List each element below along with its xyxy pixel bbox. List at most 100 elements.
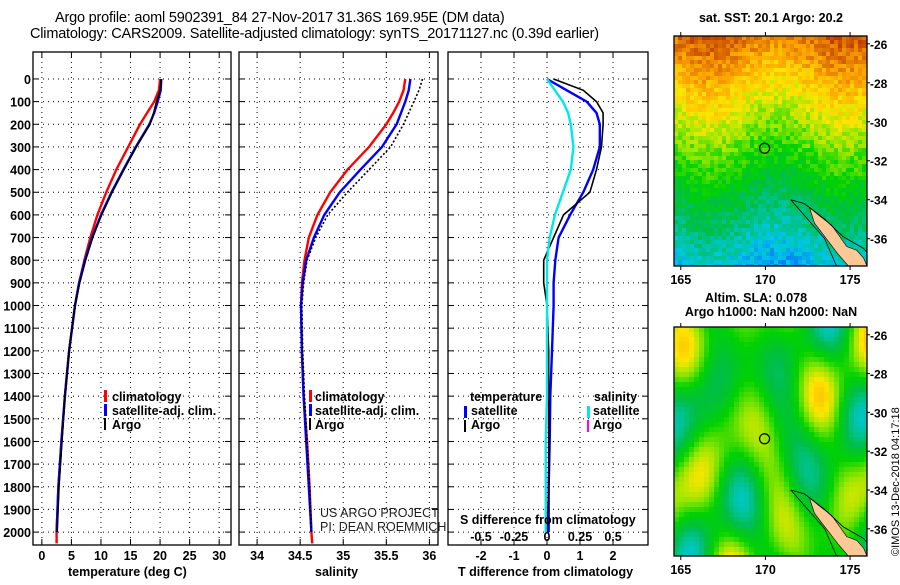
legend-swatch-s-satellite (587, 406, 590, 418)
title-line-1: Argo profile: aoml 5902391_84 27-Nov-201… (55, 10, 504, 26)
lat-tick-label: -26 (870, 38, 888, 52)
project-credit: US ARGO PROJECT (320, 506, 439, 520)
x-tick-label: 30 (212, 549, 226, 563)
legend-satellite: satellite-adj. clim. (112, 404, 216, 418)
x-tick-label: 1 (577, 549, 584, 563)
lat-tick-label: -28 (870, 368, 888, 382)
x-tick-label: -2 (475, 549, 486, 563)
y-tick-label: 800 (10, 254, 31, 268)
legend-swatch-s-argo (587, 420, 589, 432)
y-tick-label: 400 (10, 164, 31, 178)
y-tick-label: 1500 (3, 413, 31, 427)
imos-credit: ©IMOS 13-Dec-2018 04:17:18 (890, 407, 900, 556)
lon-tick-label: 170 (755, 273, 776, 287)
salinity-xlabel: salinity (315, 565, 358, 579)
y-tick-label: 2000 (3, 526, 31, 540)
x-tick-label: 0 (38, 549, 45, 563)
x-tick-label: 35 (336, 549, 350, 563)
y-tick-label: 1900 (3, 503, 31, 517)
y-tick-label: 1100 (4, 322, 31, 336)
x-tick-label: 15 (124, 549, 138, 563)
lon-tick-label: 165 (670, 563, 691, 577)
pi-credit: PI: DEAN ROEMMICH (320, 520, 446, 534)
title-line-2: Climatology: CARS2009. Satellite-adjuste… (30, 26, 599, 42)
temperature-panel: 0100200300400500600700800900100011001200… (3, 52, 231, 563)
lat-tick-label: -30 (870, 406, 888, 420)
legend-satellite: satellite-adj. clim. (315, 404, 419, 418)
series-satellite-adj-clim- (301, 79, 410, 532)
legend-swatch-t-satellite (464, 406, 467, 418)
legend-argo: Argo (315, 418, 345, 432)
legend-swatch-argo (104, 418, 106, 430)
series-argo (57, 79, 161, 532)
lat-tick-label: -36 (870, 523, 888, 537)
y-tick-label: 1000 (3, 300, 31, 314)
x-tick-label: 5 (68, 549, 75, 563)
lat-tick-label: -28 (870, 77, 888, 91)
y-tick-label: 300 (10, 141, 31, 155)
plot-frame (33, 52, 231, 545)
x-tick-label: 35.5 (374, 549, 398, 563)
y-tick-label: 0 (24, 73, 31, 87)
x2-tick-label: -0.25 (500, 530, 529, 544)
lat-tick-label: -26 (870, 329, 888, 343)
lon-tick-label: 170 (755, 563, 776, 577)
x2-tick-label: 0.5 (604, 530, 621, 544)
y-tick-label: 200 (10, 118, 31, 132)
plot-frame (239, 52, 438, 545)
difference-legend-salinity: salinity satellite Argo (587, 390, 640, 432)
sst-map-title: sat. SST: 20.1 Argo: 20.2 (699, 11, 843, 25)
difference-legend-temperature: temperature satellite Argo (464, 390, 542, 432)
lat-tick-label: -32 (870, 155, 888, 169)
y-tick-label: 1800 (3, 481, 31, 495)
x-tick-label: 2 (610, 549, 617, 563)
legend-swatch-satellite (309, 404, 312, 416)
x-tick-label: 25 (183, 549, 197, 563)
lat-tick-label: -36 (870, 233, 888, 247)
legend-temperature-title: temperature (470, 390, 542, 404)
legend-swatch-climatology (104, 390, 107, 402)
y-tick-label: 700 (10, 232, 31, 246)
legend-s-satellite: satellite (593, 404, 640, 418)
legend-climatology: climatology (112, 390, 182, 404)
legend-s-argo: Argo (593, 418, 623, 432)
y-tick-label: 1200 (3, 345, 31, 359)
y-tick-label: 100 (10, 96, 31, 110)
x2-tick-label: 0.25 (568, 530, 592, 544)
tdiff-xlabel: T difference from climatology (458, 565, 633, 579)
legend-t-argo: Argo (471, 418, 501, 432)
sdiff-xlabel: S difference from climatology (460, 513, 636, 527)
x-tick-label: 20 (153, 549, 167, 563)
lon-tick-label: 175 (840, 273, 861, 287)
legend-swatch-climatology (309, 390, 312, 402)
sla-map: -26 -28 -30 -32 -34 -36 165 170 175 (670, 323, 887, 577)
series-climatology (57, 79, 161, 543)
y-tick-label: 500 (10, 186, 31, 200)
salinity-legend: climatology satellite-adj. clim. Argo (309, 390, 419, 432)
x-tick-label: 36 (422, 549, 436, 563)
x-tick-label: 34.5 (288, 549, 312, 563)
y-tick-label: 600 (10, 209, 31, 223)
legend-climatology: climatology (315, 390, 385, 404)
x-tick-label: 10 (94, 549, 108, 563)
temperature-xlabel: temperature (deg C) (68, 565, 187, 579)
lat-tick-label: -34 (870, 484, 888, 498)
legend-t-satellite: satellite (471, 404, 518, 418)
legend-swatch-satellite (104, 404, 107, 416)
temperature-legend: climatology satellite-adj. clim. Argo (104, 390, 216, 432)
x-tick-label: -1 (508, 549, 519, 563)
salinity-panel: 34 34.5 35 35.5 36 (239, 52, 438, 563)
lon-tick-label: 175 (840, 563, 861, 577)
legend-salinity-title: salinity (594, 390, 637, 404)
sla-map-subtitle: Argo h1000: NaN h2000: NaN (685, 305, 857, 319)
y-tick-label: 1600 (3, 435, 31, 449)
x2-tick-label: -0.5 (470, 530, 492, 544)
lat-tick-label: -32 (870, 445, 888, 459)
y-tick-label: 900 (10, 277, 31, 291)
x-tick-label: 34 (250, 549, 264, 563)
x-tick-label: 0 (544, 549, 551, 563)
y-tick-label: 1700 (3, 458, 31, 472)
